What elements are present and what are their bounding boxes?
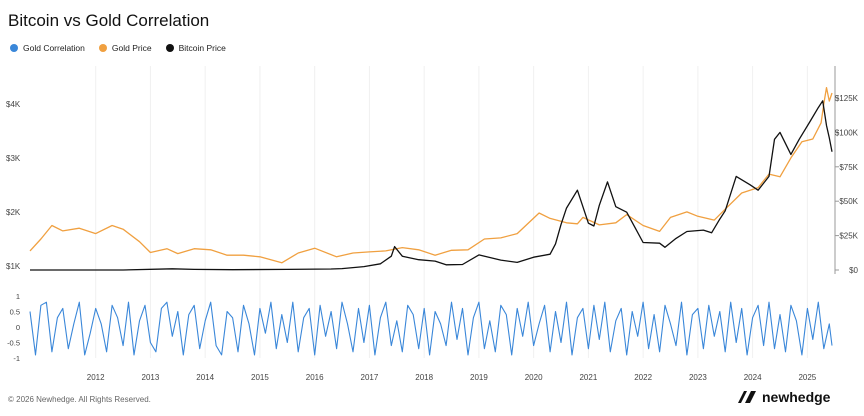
x-tick-label: 2014 [196, 373, 214, 382]
y-corr-tick-label: -0.5 [7, 339, 20, 348]
y-left-tick-label: $1K [6, 262, 21, 271]
chart-title: Bitcoin vs Gold Correlation [8, 11, 210, 30]
series-layer [29, 86, 833, 356]
x-tick-label: 2015 [251, 373, 269, 382]
legend-item-bitcoin-price[interactable]: Bitcoin Price [165, 43, 226, 53]
legend-label-bitcoin-price: Bitcoin Price [178, 43, 226, 53]
x-tick-label: 2022 [634, 373, 652, 382]
x-tick-label: 2018 [415, 373, 433, 382]
legend-item-gold-price[interactable]: Gold Price [98, 43, 152, 53]
x-tick-label: 2012 [87, 373, 105, 382]
y-left-tick-label: $2K [6, 208, 21, 217]
axis-layer: 2012 2013 2014 2015 2016 2017 2018 2019 2020 2021… [6, 66, 859, 382]
gold-correlation-line[interactable] [29, 301, 833, 356]
y-corr-tick-label: 0 [16, 323, 20, 332]
x-tick-label: 2020 [525, 373, 543, 382]
y-right-tick-label: $25K [839, 232, 858, 241]
y-right-tick-label: $100K [835, 128, 859, 137]
gold-price-line[interactable] [29, 86, 833, 264]
legend-dot-bitcoin-price [165, 44, 174, 52]
x-tick-label: 2016 [306, 373, 324, 382]
legend-label-gold-correlation: Gold Correlation [23, 43, 85, 53]
y-right-tick-label: $50K [839, 197, 858, 206]
x-tick-label: 2024 [744, 373, 762, 382]
y-corr-tick-label: 0.5 [10, 308, 20, 317]
x-tick-label: 2019 [470, 373, 488, 382]
legend: Gold Correlation Gold Price Bitcoin Pric… [10, 43, 226, 53]
y-right-tick-label: $75K [839, 163, 858, 172]
legend-dot-gold-correlation [10, 44, 18, 52]
brand-name: newhedge [762, 389, 831, 405]
chart-canvas[interactable]: 2012 2013 2014 2015 2016 2017 2018 2019 2020 2021… [0, 0, 864, 390]
newhedge-logo-icon [738, 391, 756, 403]
x-tick-label: 2013 [142, 373, 160, 382]
x-tick-label: 2025 [798, 373, 816, 382]
y-left-tick-label: $4K [6, 100, 21, 109]
bitcoin-price-line[interactable] [30, 100, 833, 271]
legend-dot-gold-price [98, 44, 107, 52]
x-tick-label: 2017 [361, 373, 379, 382]
brand-logo: newhedge [738, 389, 830, 405]
y-corr-tick-label: 1 [16, 292, 20, 301]
grid-layer [95, 66, 808, 358]
copyright-footer: © 2026 Newhedge. All Rights Reserved. [8, 395, 151, 404]
x-tick-label: 2023 [689, 373, 707, 382]
x-tick-label: 2021 [579, 373, 597, 382]
legend-label-gold-price: Gold Price [111, 43, 152, 53]
y-right-tick-label: $125K [835, 94, 859, 103]
y-right-tick-label: $0 [849, 266, 858, 275]
y-left-tick-label: $3K [6, 154, 21, 163]
y-corr-tick-label: -1 [13, 354, 20, 363]
legend-item-gold-correlation[interactable]: Gold Correlation [10, 43, 85, 53]
